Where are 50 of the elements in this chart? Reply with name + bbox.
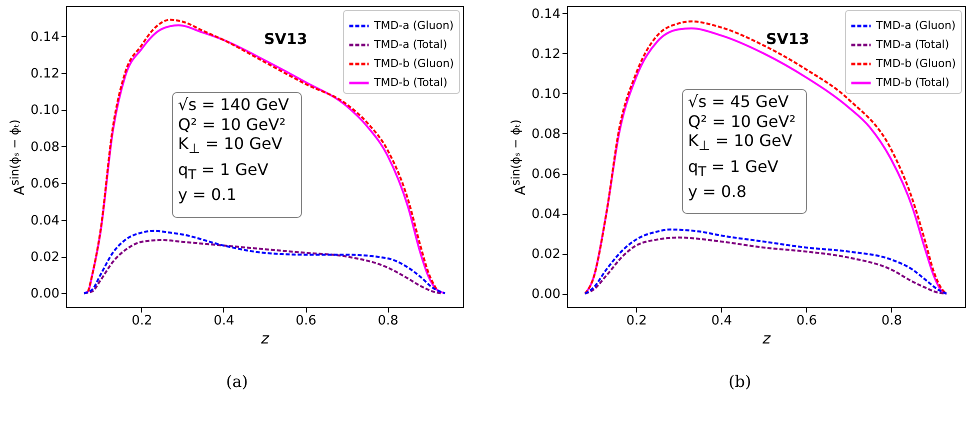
x-tick-label: 0.6 [796, 314, 818, 328]
x-tick-label: 0.8 [881, 314, 902, 328]
legend-label: TMD-b (Total) [373, 76, 448, 89]
text: (b) [728, 372, 752, 391]
legend-label: TMD-a (Gluon) [875, 19, 956, 32]
y-tick-label: 0.08 [30, 140, 60, 155]
y-tick-label: 0.02 [30, 250, 60, 266]
annotation: Q² = 10 GeV² [178, 114, 287, 134]
legend-label: TMD-b (Total) [875, 76, 950, 89]
annotation: q$_{T}$ = 1 GeV [688, 156, 780, 182]
y-tick-label: 0.14 [532, 6, 560, 22]
annotation: y = 0.1 [178, 185, 238, 205]
legend-label: TMD-b (Gluon) [373, 57, 454, 70]
annotation: √s = 140 GeV [178, 95, 290, 114]
y-tick-label: 0.12 [532, 46, 560, 62]
legend-label: TMD-a (Total) [875, 38, 950, 51]
x-tick-label: 0.6 [296, 314, 316, 328]
legend-label: TMD-a (Total) [373, 38, 448, 51]
y-tick-label: 0.06 [532, 167, 560, 182]
x-tick-label: 0.2 [132, 314, 152, 328]
annotation: q$_{T}$ = 1 GeV [178, 160, 270, 185]
legend-label: TMD-a (Gluon) [373, 19, 454, 32]
y-tick-label: 0.14 [30, 30, 60, 45]
line-series [83, 239, 442, 294]
annotation: K$_{⊥}$ = 10 GeV [688, 131, 794, 156]
line-series [83, 230, 446, 294]
annotation: SV13 [766, 30, 810, 48]
y-tick-label: 0.04 [532, 207, 560, 222]
text: (a) [226, 372, 248, 391]
y-tick-label: 0.00 [30, 286, 60, 302]
x-tick-label: 0.8 [378, 314, 398, 328]
y-tick-label: 0.02 [532, 247, 560, 262]
x-axis-title: z [260, 330, 270, 348]
y-tick-label: 0.10 [532, 86, 560, 102]
annotation: K$_{⊥}$ = 10 GeV [178, 134, 284, 160]
annotation: Q² = 10 GeV² [688, 112, 797, 131]
x-tick-label: 0.2 [626, 314, 647, 328]
y-tick-label: 0.08 [532, 126, 560, 142]
x-axis-title: z [762, 330, 772, 348]
x-tick-label: 0.4 [711, 314, 732, 328]
y-tick-label: 0.00 [532, 287, 560, 302]
y-tick-label: 0.12 [30, 66, 60, 82]
y-tick-label: 0.10 [30, 103, 60, 118]
y-tick-label: 0.06 [30, 176, 60, 192]
legend-label: TMD-b (Gluon) [875, 57, 956, 70]
annotation: √s = 45 GeV [688, 92, 790, 112]
annotation: SV13 [264, 30, 308, 48]
y-tick-label: 0.04 [30, 213, 60, 228]
x-tick-label: 0.4 [214, 314, 234, 328]
annotation: y = 0.8 [688, 182, 748, 202]
